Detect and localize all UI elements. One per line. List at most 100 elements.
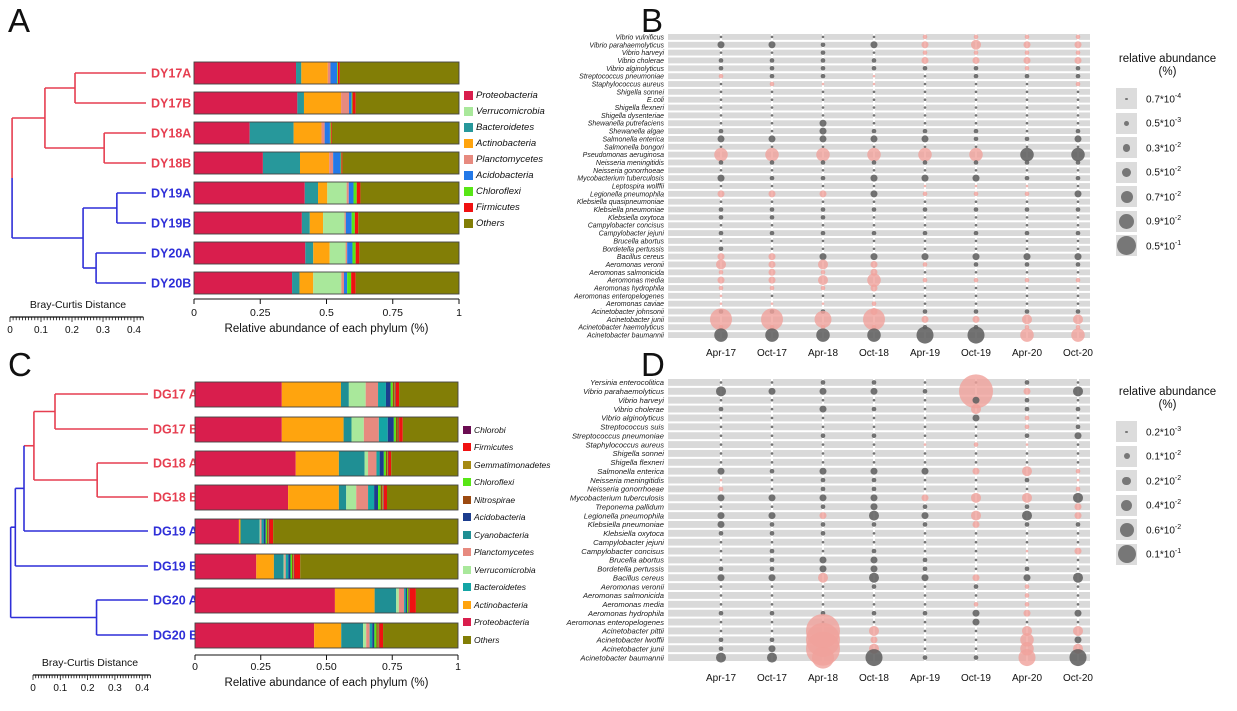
bubble xyxy=(820,531,826,536)
bar-segment xyxy=(380,485,383,510)
bubble xyxy=(719,594,723,597)
bubble xyxy=(821,145,825,149)
bar-segment xyxy=(338,485,347,510)
size-legend-swatch xyxy=(1116,235,1137,257)
bubble xyxy=(1022,492,1032,503)
bar-segment xyxy=(341,272,344,294)
bar-segment xyxy=(238,519,241,544)
legend-swatch xyxy=(463,618,471,627)
bubble xyxy=(973,584,979,589)
bubble xyxy=(923,286,927,290)
bubble xyxy=(872,247,876,251)
x-axis-tick-label: 0.5 xyxy=(319,307,334,319)
species-label: Shigella sonnei xyxy=(612,449,664,458)
bar-segment xyxy=(358,212,459,234)
species-label: Acinetobacter johnsonii xyxy=(591,309,665,316)
size-legend-item: 0.7*10-4 xyxy=(1116,88,1181,110)
bubble xyxy=(816,147,830,162)
bubble xyxy=(1025,223,1029,227)
bubble xyxy=(923,594,927,597)
bubble xyxy=(821,549,825,553)
bar-outline xyxy=(194,381,459,408)
bubble xyxy=(1075,424,1081,430)
bubble xyxy=(1024,380,1030,385)
bubble xyxy=(820,504,826,509)
time-tick-label: Apr-20 xyxy=(1012,673,1042,684)
bubble xyxy=(921,253,929,261)
bubble xyxy=(719,106,723,109)
bubble xyxy=(871,548,877,554)
bubble xyxy=(1075,486,1081,492)
bubble xyxy=(870,260,878,268)
row-band xyxy=(668,423,1090,431)
bar-segment xyxy=(383,623,458,648)
bubble xyxy=(922,522,928,527)
bubble xyxy=(974,629,978,633)
bubble xyxy=(1075,73,1081,79)
bubble xyxy=(922,309,928,314)
bubble xyxy=(820,324,826,330)
bar-segment xyxy=(404,588,406,613)
bubble xyxy=(923,271,927,274)
bar-segment xyxy=(390,382,393,407)
bubble xyxy=(717,41,725,49)
bubble xyxy=(819,127,827,135)
bubble xyxy=(974,200,978,203)
bubble xyxy=(923,247,927,251)
bubble xyxy=(719,114,723,117)
size-legend-item: 0.2*10-2 xyxy=(1116,470,1181,492)
species-label: Klebsiella quasipneumoniae xyxy=(577,199,664,206)
bubble xyxy=(1024,397,1030,403)
bubble xyxy=(974,286,978,290)
bubble xyxy=(972,396,980,404)
bubble xyxy=(871,380,877,385)
bubble xyxy=(867,328,881,342)
bar-segment xyxy=(351,272,356,294)
bubble xyxy=(918,147,932,162)
size-legend-circle xyxy=(1125,430,1128,434)
bubble xyxy=(870,636,878,644)
bubble xyxy=(1020,147,1034,162)
bubble xyxy=(872,620,876,624)
bubble xyxy=(718,230,724,236)
bubble xyxy=(719,549,723,553)
species-label: Vibrio cholerae xyxy=(613,405,664,414)
bar-segment xyxy=(338,451,365,476)
bubble xyxy=(974,549,978,553)
bubble xyxy=(770,294,774,298)
legend-label: Chloroflexi xyxy=(474,477,515,488)
x-axis-tick-label: 0.25 xyxy=(250,307,271,319)
species-label: Aeromonas hydrophila xyxy=(587,609,664,618)
bar-segment xyxy=(281,417,344,442)
bubble xyxy=(821,35,825,39)
x-axis-tick-label: 0 xyxy=(191,307,197,319)
bubble xyxy=(769,285,775,291)
species-label: Vibrio alginolyticus xyxy=(606,66,664,73)
bubble xyxy=(819,467,827,475)
bar-segment xyxy=(399,382,458,407)
row-band xyxy=(668,529,1090,537)
row-band xyxy=(668,450,1090,457)
legend-swatch xyxy=(463,443,471,452)
bubble xyxy=(922,230,928,236)
bar-segment xyxy=(352,242,356,264)
bubble xyxy=(719,98,723,101)
row-band xyxy=(668,183,1090,189)
bar-segment xyxy=(327,182,347,204)
bubble xyxy=(769,468,775,474)
time-tick-label: Oct-19 xyxy=(961,348,991,359)
bubble xyxy=(1023,56,1031,64)
bubble xyxy=(718,646,724,651)
bubble xyxy=(871,66,877,71)
bubble xyxy=(719,90,723,94)
bar-segment xyxy=(351,417,364,442)
bubble xyxy=(921,41,929,49)
bubble xyxy=(719,82,723,86)
bubble xyxy=(973,50,979,55)
bubble xyxy=(872,594,876,597)
bubble xyxy=(717,520,725,528)
row-band xyxy=(668,285,1090,291)
bubble xyxy=(1024,477,1030,483)
bubble xyxy=(1024,277,1030,283)
bray-curtis-title: Bray-Curtis Distance xyxy=(30,299,126,311)
